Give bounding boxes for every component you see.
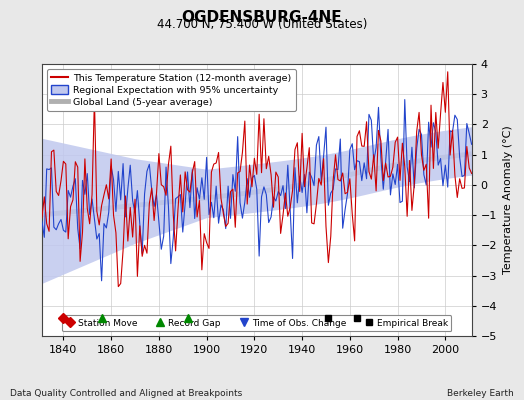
Text: Data Quality Controlled and Aligned at Breakpoints: Data Quality Controlled and Aligned at B… [10,389,243,398]
Text: OGDENSBURG-4NE: OGDENSBURG-4NE [182,10,342,25]
Legend: Station Move, Record Gap, Time of Obs. Change, Empirical Break: Station Move, Record Gap, Time of Obs. C… [62,315,452,332]
Text: 44.700 N, 75.400 W (United States): 44.700 N, 75.400 W (United States) [157,18,367,31]
Y-axis label: Temperature Anomaly (°C): Temperature Anomaly (°C) [503,126,512,274]
Text: Berkeley Earth: Berkeley Earth [447,389,514,398]
